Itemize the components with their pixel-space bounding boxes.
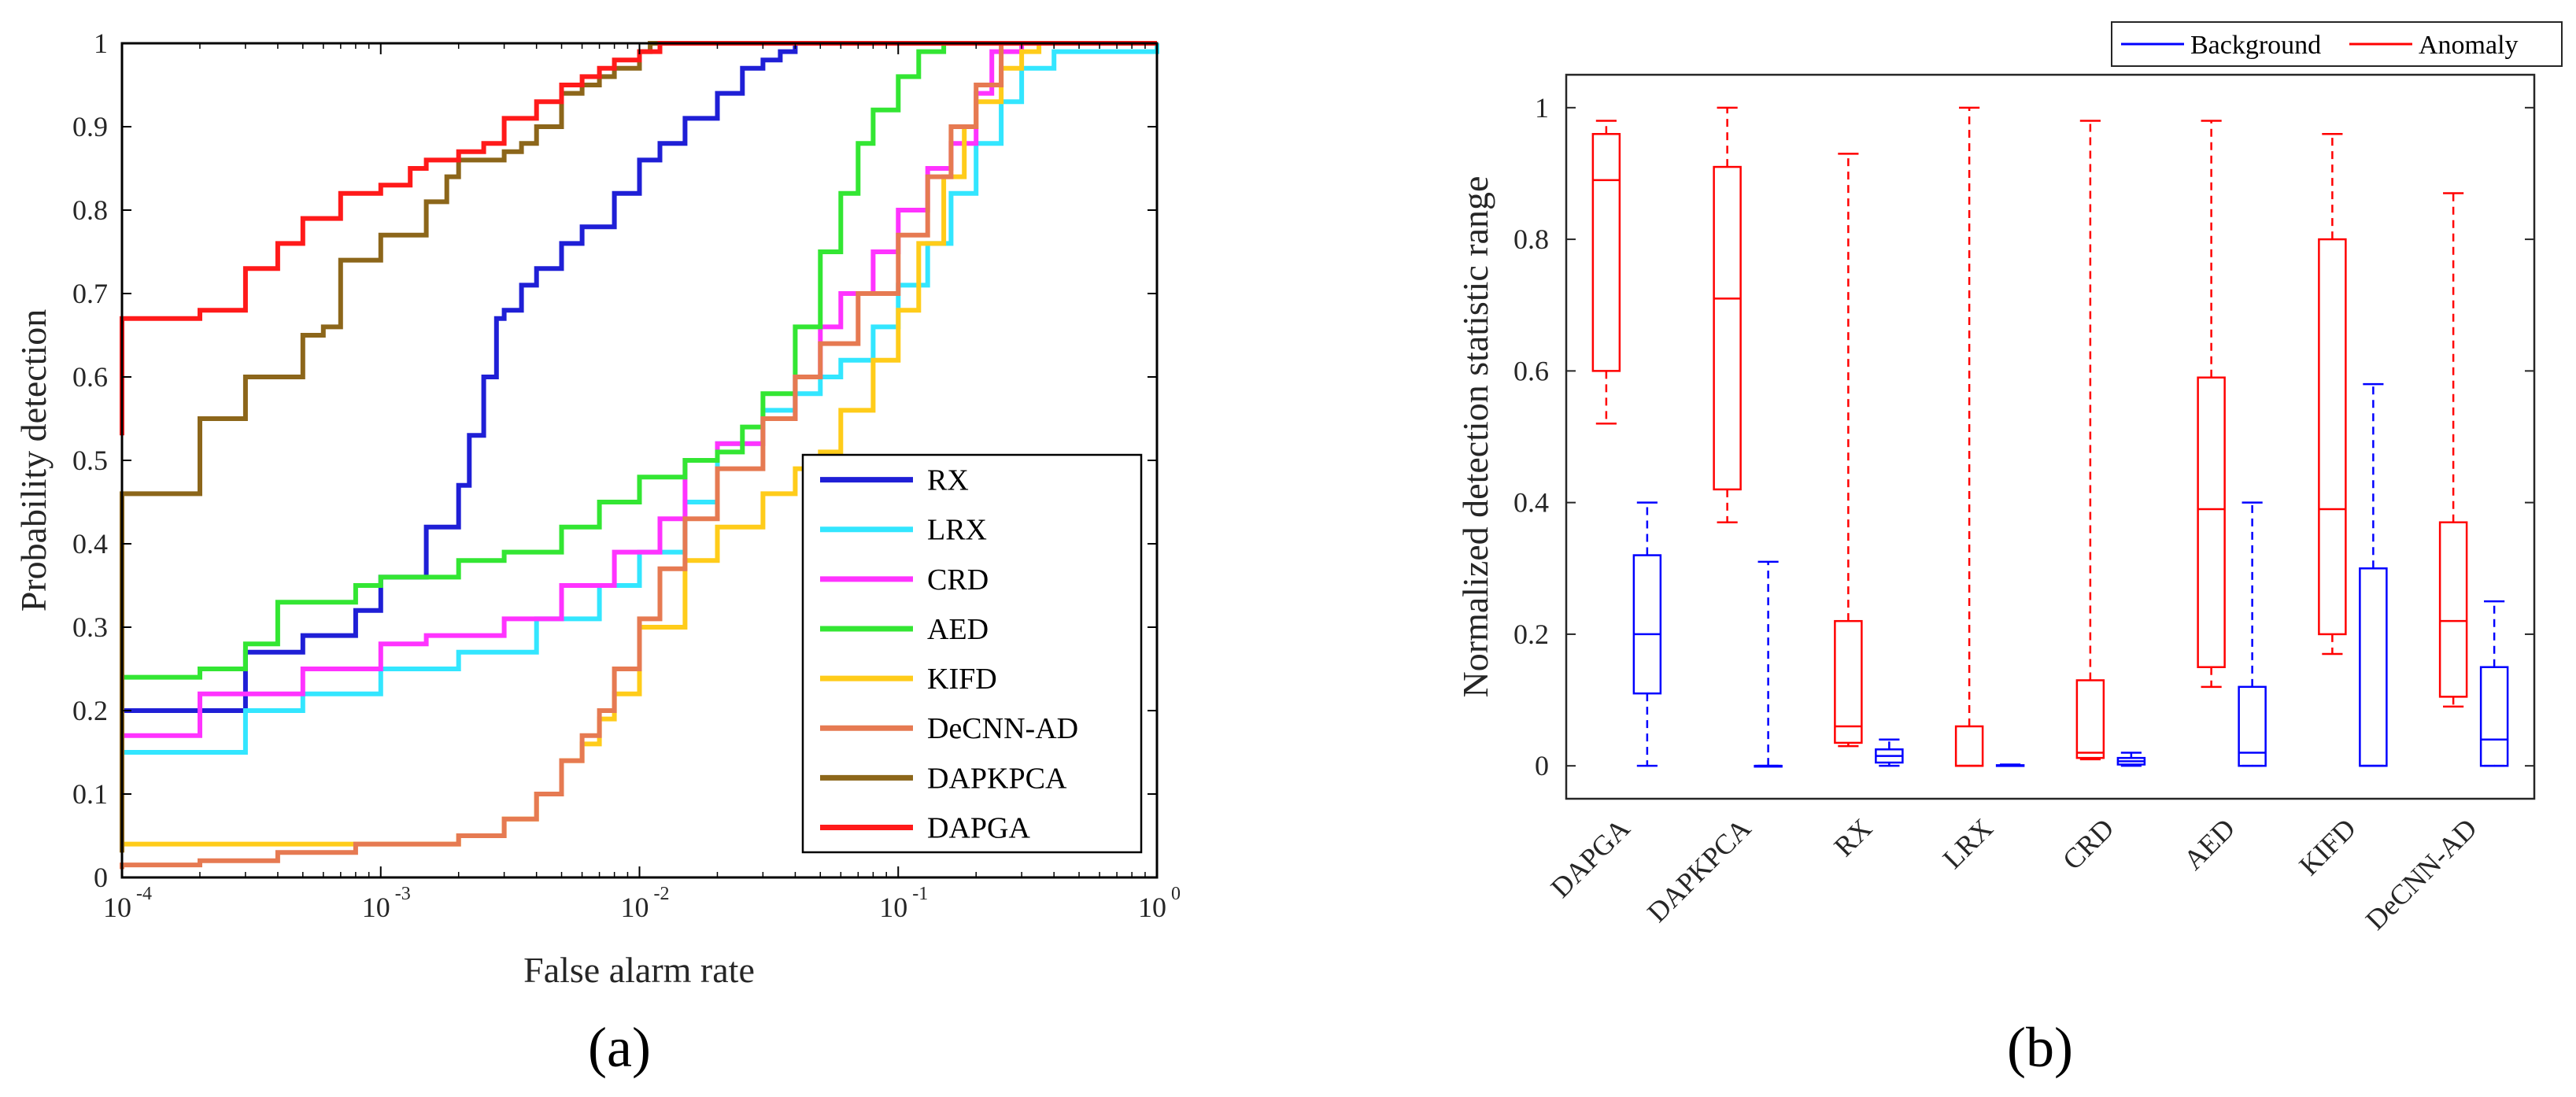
box-anomaly-decnn-ad: [2438, 192, 2468, 708]
box-ytick-label: 0: [1535, 750, 1549, 781]
roc-legend-label-crd: CRD: [927, 563, 989, 597]
boxplot-legend-box: [2111, 21, 2563, 67]
roc-series-lines: [120, 41, 1159, 870]
box-ytick-label: 1: [1535, 92, 1549, 124]
boxplot-legend-label-background: Background: [2190, 31, 2321, 60]
box-ytick-label: 0.4: [1513, 487, 1549, 519]
roc-ytick-label: 0.7: [72, 278, 108, 309]
roc-line-decnn-ad: [120, 41, 1157, 870]
box-background-decnn-ad: [2479, 600, 2509, 767]
roc-legend-label-rx: RX: [927, 464, 969, 497]
box-anomaly-dapga: [1591, 120, 1621, 425]
roc-ytick-label: 0.8: [72, 194, 108, 226]
box-background-aed: [2238, 501, 2267, 767]
roc-ytick-label: 0.1: [72, 778, 108, 810]
boxplot-axes-frame: [1565, 73, 2536, 800]
box-background-dapkpca: [1754, 560, 1783, 768]
box-background-rx: [1875, 738, 1904, 767]
box-iqr: [2238, 685, 2267, 767]
roc-axes-frame: [120, 42, 1159, 879]
box-background-kifd: [2359, 382, 2388, 767]
box-iqr: [2197, 376, 2226, 668]
roc-legend-box: [801, 453, 1143, 854]
roc-xtick-exponent: -3: [395, 884, 411, 904]
box-background-dapga: [1632, 501, 1662, 767]
box-anomaly-kifd: [2318, 133, 2347, 656]
box-background-lrx: [1995, 763, 2025, 767]
roc-ytick-label: 0.2: [72, 695, 108, 726]
roc-legend-label-kifd: KIFD: [927, 663, 997, 696]
roc-legend: RX LRX CRD AED KIFD DeCNN-AD DAPKPCA DAPGA: [801, 453, 1143, 854]
roc-legend-label-decnn-ad: DeCNN-AD: [927, 712, 1078, 745]
box-iqr: [2438, 521, 2468, 698]
box-iqr: [1591, 133, 1621, 372]
boxplot-boxes: [1591, 106, 2509, 768]
roc-xtick-label: 10: [103, 892, 131, 923]
roc-xtick-exponent: -1: [912, 884, 928, 904]
box-iqr: [2318, 238, 2347, 636]
roc-xtick-label: 10: [1138, 892, 1166, 923]
box-anomaly-aed: [2197, 120, 2226, 689]
box-iqr: [1632, 554, 1662, 695]
roc-ytick-label: 0.6: [72, 361, 108, 393]
roc-line-lrx: [120, 43, 1159, 770]
roc-line-rx: [120, 43, 798, 853]
roc-legend-label-lrx: LRX: [927, 514, 987, 547]
box-iqr: [1834, 619, 1863, 744]
roc-xtick-exponent: -4: [136, 884, 152, 904]
roc-line-aed: [120, 41, 1157, 711]
roc-line-dapga: [120, 41, 1157, 436]
boxplot-y-axis-label: Normalized detection statistic range: [1455, 176, 1495, 698]
roc-ytick-label: 0: [94, 862, 108, 893]
panel-label-a: (a): [588, 1016, 651, 1079]
box-ytick-label: 0.6: [1513, 355, 1549, 386]
box-anomaly-dapkpca: [1713, 106, 1742, 523]
boxplot-legend-label-anomaly: Anomaly: [2419, 31, 2519, 60]
roc-xtick-exponent: 0: [1171, 884, 1181, 904]
box-iqr: [2479, 666, 2509, 767]
box-ytick-label: 0.2: [1513, 619, 1549, 650]
roc-ytick-label: 0.9: [72, 111, 108, 142]
roc-xtick-exponent: -2: [654, 884, 670, 904]
roc-ytick-label: 1: [94, 28, 108, 59]
box-ytick-label: 0.8: [1513, 223, 1549, 255]
boxplot-legend: Background Anomaly: [2111, 21, 2563, 67]
roc-xtick-label: 10: [879, 892, 907, 923]
roc-ytick-label: 0.4: [72, 528, 108, 560]
roc-y-axis-label: Probability detection: [13, 309, 54, 612]
box-anomaly-crd: [2075, 120, 2105, 761]
roc-xtick-label: 10: [362, 892, 390, 923]
roc-legend-label-dapkpca: DAPKPCA: [927, 762, 1067, 795]
roc-ytick-label: 0.5: [72, 445, 108, 476]
box-iqr: [2075, 679, 2105, 759]
roc-ytick-label: 0.3: [72, 611, 108, 643]
box-anomaly-rx: [1834, 153, 1863, 748]
roc-xtick-label: 10: [621, 892, 649, 923]
roc-line-dapkpca: [120, 41, 1157, 853]
boxplot-ticks: 0 0.2 0.4 0.6 0.8 1: [1513, 92, 2534, 781]
box-iqr: [1713, 165, 1742, 491]
panel-label-b: (b): [2007, 1016, 2073, 1079]
roc-legend-label-aed: AED: [927, 613, 989, 646]
box-anomaly-lrx: [1954, 106, 1984, 767]
roc-legend-label-dapga: DAPGA: [927, 811, 1030, 844]
roc-x-axis-label: False alarm rate: [523, 950, 755, 990]
box-background-crd: [2116, 752, 2146, 767]
